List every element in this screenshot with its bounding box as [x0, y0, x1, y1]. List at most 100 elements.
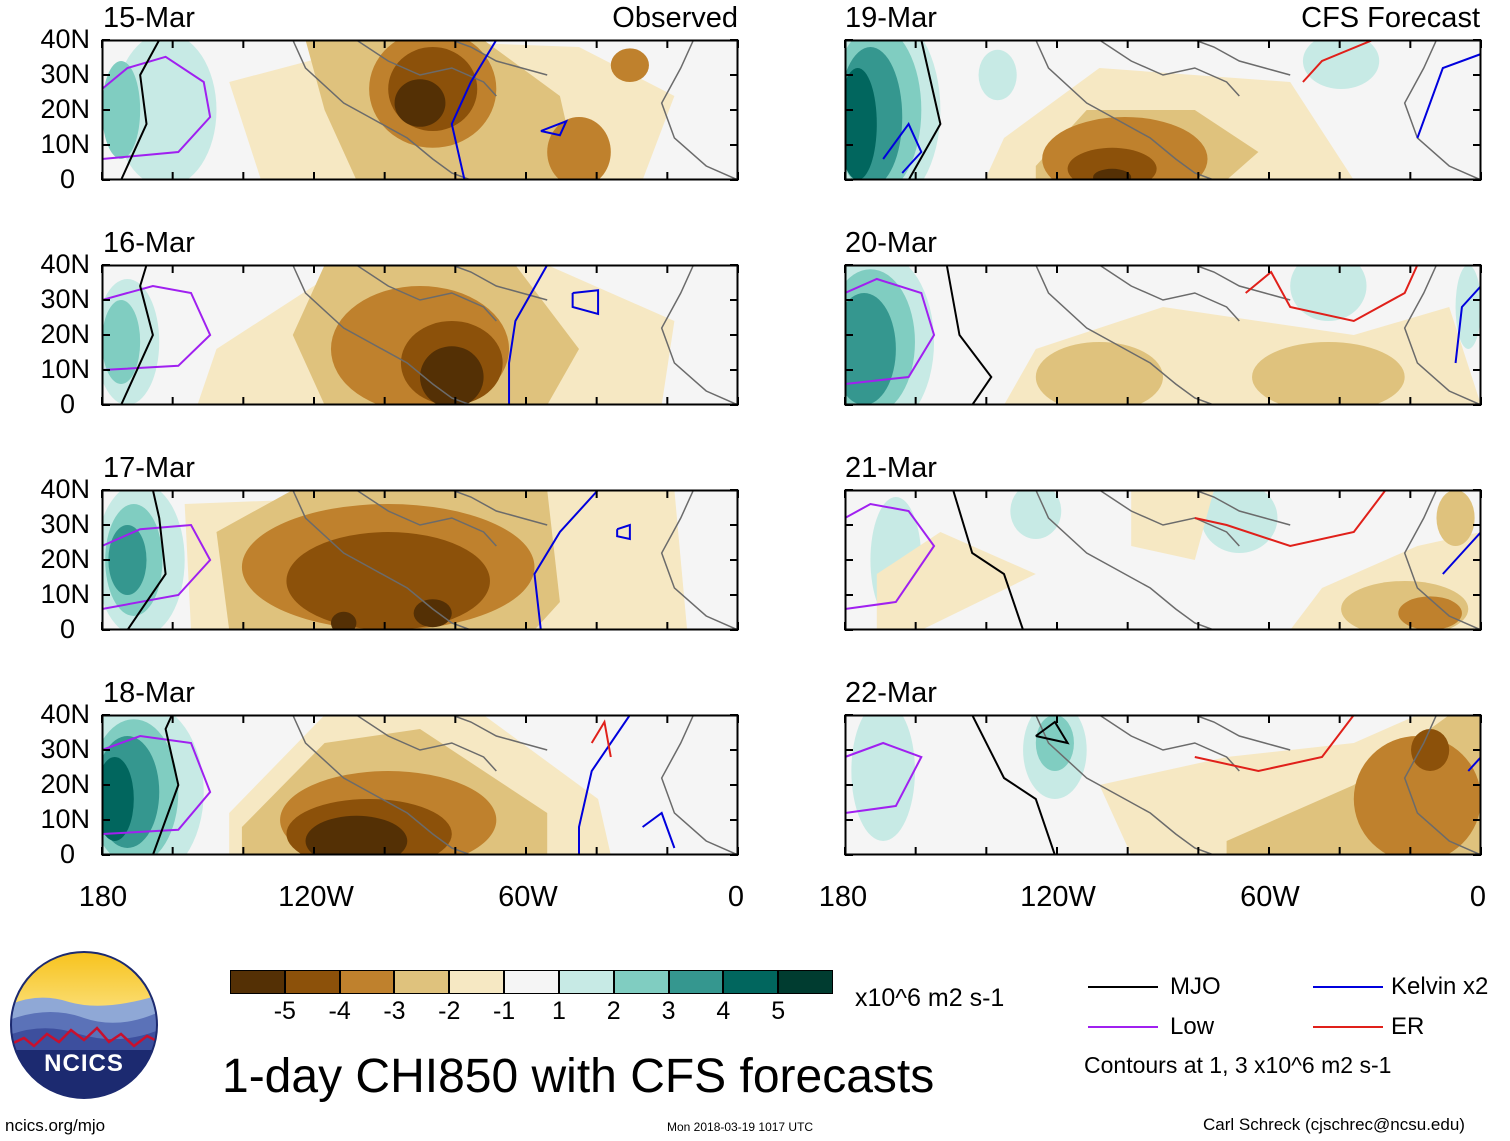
- coastline: [1403, 40, 1481, 180]
- contour-line: [845, 741, 923, 814]
- contour-line: [120, 265, 154, 405]
- anomaly-shading: [413, 599, 452, 628]
- coastline: [660, 40, 738, 180]
- x-tick-label-left: 120W: [278, 881, 354, 913]
- colorbar-tick-label: 3: [661, 997, 676, 1025]
- coastline: [660, 715, 738, 855]
- y-tick-label: 40N: [40, 249, 90, 279]
- colorbar-tick-label: -4: [328, 997, 351, 1025]
- colorbar-swatch: [723, 970, 779, 994]
- anomaly-shading: [845, 293, 896, 405]
- contour-line: [1442, 531, 1481, 575]
- colorbar-tick-label: -3: [383, 997, 406, 1025]
- colorbar-tick-label: -5: [273, 997, 296, 1025]
- y-tick-label: 40N: [40, 699, 90, 729]
- footer-author: Carl Schreck (cjschrec@ncsu.edu): [1203, 1115, 1465, 1134]
- coastline: [1035, 490, 1215, 630]
- coastline: [1098, 40, 1240, 97]
- colorbar-tick-label: -1: [492, 997, 516, 1025]
- y-tick-label: 30N: [40, 59, 90, 89]
- coastline: [1098, 490, 1240, 547]
- x-tick-label-right: 0: [1469, 881, 1487, 913]
- anomaly-shading: [420, 346, 484, 405]
- y-tick-label: 10N: [40, 804, 90, 834]
- coastline: [1035, 265, 1215, 405]
- coastline: [451, 715, 548, 751]
- coastline: [1403, 490, 1481, 630]
- y-tick-label: 20N: [40, 94, 90, 124]
- observed-title: Observed: [612, 2, 738, 34]
- forecast-title: CFS Forecast: [1301, 2, 1480, 34]
- contour-line: [102, 734, 212, 835]
- x-tick-label-left: 180: [78, 881, 128, 913]
- colorbar-swatch: [558, 970, 614, 994]
- map-panel-15-mar: [101, 39, 739, 181]
- colorbar-tick-label: 2: [606, 997, 621, 1025]
- legend-label-low: Low: [1170, 1013, 1215, 1040]
- coastline: [1194, 40, 1291, 76]
- coastline: [1098, 715, 1240, 772]
- contour-line: [971, 715, 1056, 855]
- anomaly-shading: [1302, 40, 1380, 89]
- x-tick-label-left: 0: [727, 881, 745, 913]
- contour-line: [120, 40, 161, 180]
- panel-date-21-mar: 21-Mar: [845, 452, 937, 484]
- x-tick-label-right: 60W: [1240, 881, 1300, 913]
- y-tick-label: 0: [59, 839, 75, 869]
- footer-timestamp: Mon 2018-03-19 1017 UTC: [667, 1120, 814, 1134]
- contour-line: [1467, 756, 1481, 772]
- contour-line: [1302, 40, 1374, 83]
- coastline: [660, 265, 738, 405]
- map-panel-21-mar: [844, 489, 1482, 631]
- y-tick-label: 30N: [40, 734, 90, 764]
- panel-date-16-mar: 16-Mar: [103, 227, 195, 259]
- coastline: [660, 490, 738, 630]
- contour-line: [126, 490, 167, 630]
- legend-line-kelvin: [1313, 986, 1383, 988]
- colorbar-swatch: [668, 970, 724, 994]
- coastline: [1035, 715, 1215, 855]
- anomaly-shading: [978, 49, 1017, 101]
- contour-line: [1035, 720, 1070, 745]
- coastline: [1194, 715, 1291, 751]
- x-tick-label-left: 60W: [498, 881, 558, 913]
- y-tick-label: 20N: [40, 769, 90, 799]
- anomaly-shading: [876, 532, 1036, 630]
- legend-label-kelvin: Kelvin x2: [1391, 973, 1489, 1000]
- y-tick-label: 0: [59, 614, 75, 644]
- anomaly-shading: [102, 757, 134, 841]
- y-tick-label: 40N: [40, 474, 90, 504]
- contour-note: Contours at 1, 3 x10^6 m2 s-1: [1084, 1052, 1392, 1078]
- anomaly-shading: [1067, 147, 1157, 180]
- colorbar-swatch: [230, 970, 285, 994]
- colorbar-tick-label: 4: [716, 997, 731, 1025]
- contour-line: [952, 490, 1025, 630]
- coastline: [355, 265, 497, 322]
- colorbar-swatch: [778, 970, 833, 994]
- anomaly-shading: [610, 48, 649, 82]
- anomaly-shading: [1035, 342, 1163, 405]
- coastline: [451, 490, 548, 526]
- colorbar-swatch: [284, 970, 340, 994]
- coastline: [355, 40, 497, 97]
- colorbar-swatch: [449, 970, 505, 994]
- contour-line: [102, 523, 212, 610]
- colorbar-swatch: [394, 970, 450, 994]
- x-tick-label-right: 180: [818, 881, 868, 913]
- y-tick-label: 10N: [40, 579, 90, 609]
- panel-date-19-mar: 19-Mar: [845, 2, 937, 34]
- map-panel-20-mar: [844, 264, 1482, 406]
- contour-line: [450, 40, 498, 180]
- contour-line: [151, 715, 180, 855]
- anomaly-shading: [394, 79, 446, 127]
- contour-line: [882, 122, 923, 174]
- contour-line: [102, 284, 212, 371]
- coastline: [355, 715, 497, 772]
- anomaly-shading: [1093, 168, 1132, 180]
- contour-line: [642, 811, 676, 849]
- map-panel-16-mar: [101, 264, 739, 406]
- map-panel-19-mar: [844, 39, 1482, 181]
- anomaly-shading: [1455, 265, 1481, 349]
- coastline: [1403, 715, 1481, 855]
- colorbar-units: x10^6 m2 s-1: [855, 984, 1005, 1012]
